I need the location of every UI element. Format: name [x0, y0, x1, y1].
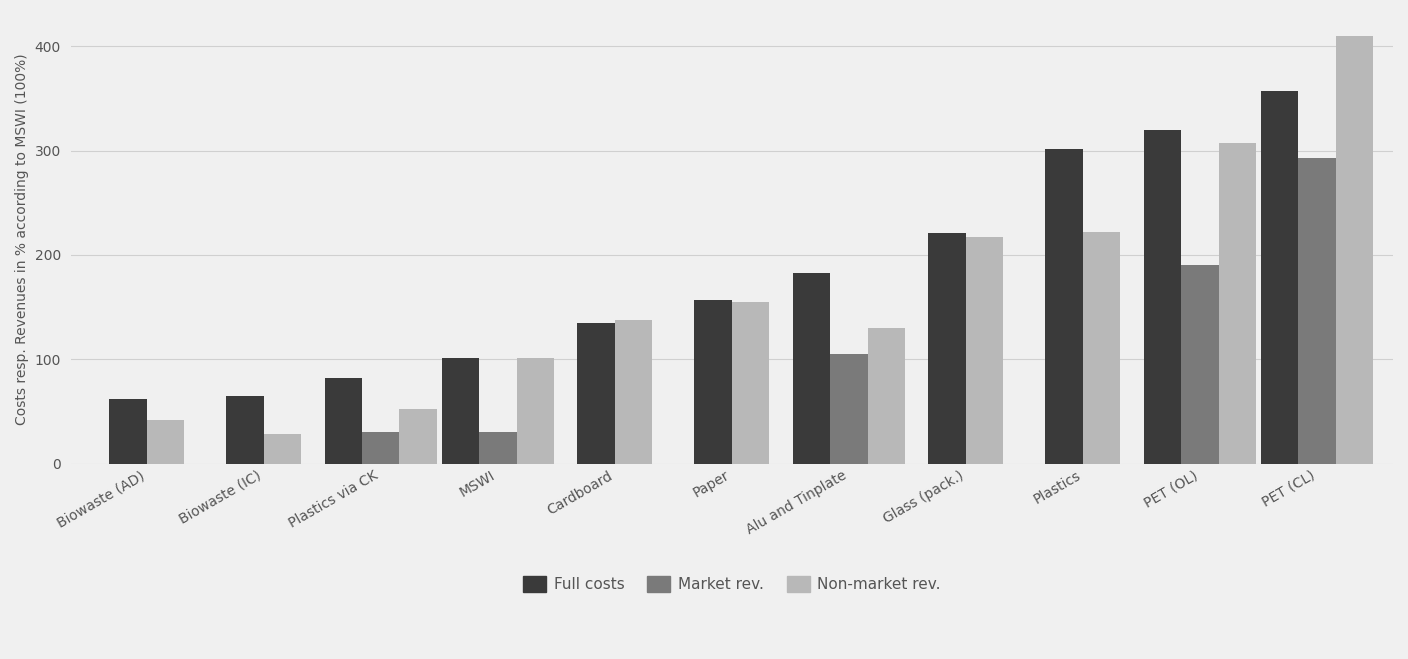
- Bar: [1046, 148, 1083, 463]
- Y-axis label: Costs resp. Revenues in % according to MSWI (100%): Costs resp. Revenues in % according to M…: [15, 53, 30, 425]
- Bar: [1260, 91, 1298, 463]
- Bar: [146, 420, 184, 463]
- Bar: [325, 378, 362, 463]
- Bar: [517, 358, 553, 463]
- Bar: [1336, 36, 1373, 463]
- Bar: [263, 434, 301, 463]
- Bar: [966, 237, 1004, 463]
- Bar: [615, 320, 652, 463]
- Bar: [442, 358, 479, 463]
- Bar: [1219, 143, 1256, 463]
- Bar: [110, 399, 146, 463]
- Bar: [1181, 266, 1219, 463]
- Bar: [1083, 232, 1121, 463]
- Bar: [479, 432, 517, 463]
- Bar: [867, 328, 905, 463]
- Bar: [577, 323, 615, 463]
- Bar: [694, 300, 732, 463]
- Legend: Full costs, Market rev., Non-market rev.: Full costs, Market rev., Non-market rev.: [517, 570, 946, 598]
- Bar: [1298, 158, 1336, 463]
- Bar: [227, 396, 263, 463]
- Bar: [400, 409, 436, 463]
- Bar: [831, 354, 867, 463]
- Bar: [1143, 130, 1181, 463]
- Bar: [732, 302, 769, 463]
- Bar: [793, 273, 831, 463]
- Bar: [362, 432, 400, 463]
- Bar: [928, 233, 966, 463]
